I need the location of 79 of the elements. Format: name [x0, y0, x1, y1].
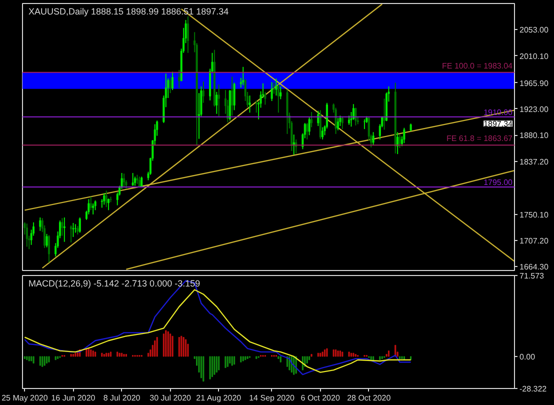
candlestick	[233, 82, 236, 111]
candlestick	[46, 233, 48, 248]
candlestick	[403, 127, 406, 144]
candlestick	[92, 202, 94, 215]
annotation: 1897.34	[484, 120, 514, 129]
candlestick	[264, 91, 266, 106]
candlestick	[286, 88, 288, 134]
candlestick	[383, 98, 386, 130]
candlestick	[39, 216, 42, 232]
candlestick	[216, 91, 218, 114]
x-tick-label: 8 Jul 2020	[103, 394, 141, 402]
candlestick	[317, 110, 320, 127]
y-tick-label: 1664.30	[520, 262, 549, 272]
ref-line-label: FE 61.8 = 1863.67	[446, 134, 514, 144]
candlestick	[308, 116, 310, 136]
candlestick	[26, 223, 28, 248]
candlestick	[277, 84, 280, 114]
candlestick	[336, 118, 340, 131]
candlestick	[322, 126, 324, 140]
candlestick	[122, 173, 126, 188]
candlestick	[341, 116, 344, 130]
candlestick	[134, 176, 136, 186]
y-tick-label: 1965.90	[520, 78, 549, 88]
candlestick	[334, 107, 337, 134]
candlestick	[70, 224, 72, 243]
candlestick	[61, 218, 64, 236]
candlestick	[178, 69, 180, 89]
candlestick	[270, 82, 273, 102]
x-tick-label: 6 Oct 2020	[300, 394, 340, 402]
candlestick	[272, 82, 276, 94]
y-tick-label: 2010.10	[520, 52, 549, 61]
candlestick	[319, 110, 322, 140]
candlestick	[354, 107, 357, 126]
y-tick-label: -28.322	[520, 384, 548, 394]
candlestick	[103, 192, 106, 206]
x-tick-label: 14 Sep 2020	[249, 394, 296, 402]
candlestick	[306, 122, 308, 140]
candlestick	[90, 196, 92, 211]
candlestick	[372, 132, 374, 146]
candlestick	[310, 112, 313, 128]
candlestick	[280, 86, 282, 100]
ref-line-label: 1795.00	[484, 178, 514, 187]
x-tick-label: 16 Jun 2020	[51, 394, 96, 402]
candlestick	[132, 172, 134, 186]
candlestick	[78, 216, 81, 234]
y-tick-label: 2053.00	[520, 26, 549, 35]
candlestick	[248, 95, 251, 114]
x-tick-label: 28 Oct 2020	[347, 394, 392, 402]
y-tick-label: 71.573	[520, 272, 545, 280]
x-tick-label: 25 May 2020	[2, 394, 48, 402]
candlestick	[136, 174, 138, 184]
candlestick	[108, 198, 110, 211]
y-tick-label: 1750.10	[520, 210, 549, 220]
candlestick	[275, 78, 278, 96]
candlestick	[202, 81, 204, 104]
ref-line-label: FE 100.0 = 1983.04	[442, 61, 514, 70]
candlestick	[242, 66, 244, 86]
y-tick-label: 1923.00	[520, 104, 549, 114]
y-tick-label: 1880.10	[520, 131, 549, 140]
candlestick	[72, 222, 74, 238]
candlestick	[231, 76, 234, 116]
x-tick-label: 30 Jul 2020	[150, 394, 192, 402]
candlestick	[169, 76, 172, 94]
candlestick	[172, 71, 174, 91]
candlestick	[48, 234, 50, 264]
y-tick-label: 0.00	[520, 352, 536, 362]
candlestick	[218, 84, 220, 117]
y-tick-label: 1707.20	[520, 236, 549, 246]
candlestick	[398, 134, 401, 148]
candlestick	[105, 190, 108, 208]
candlestick	[186, 16, 189, 54]
y-tick-label: 1837.20	[520, 157, 549, 166]
x-tick-label: 21 Aug 2020	[196, 394, 242, 402]
candlestick	[255, 100, 258, 114]
candlestick	[94, 200, 96, 211]
candlestick	[339, 115, 342, 127]
candlestick	[63, 216, 66, 242]
candlestick	[396, 132, 399, 155]
candlestick	[348, 115, 350, 126]
